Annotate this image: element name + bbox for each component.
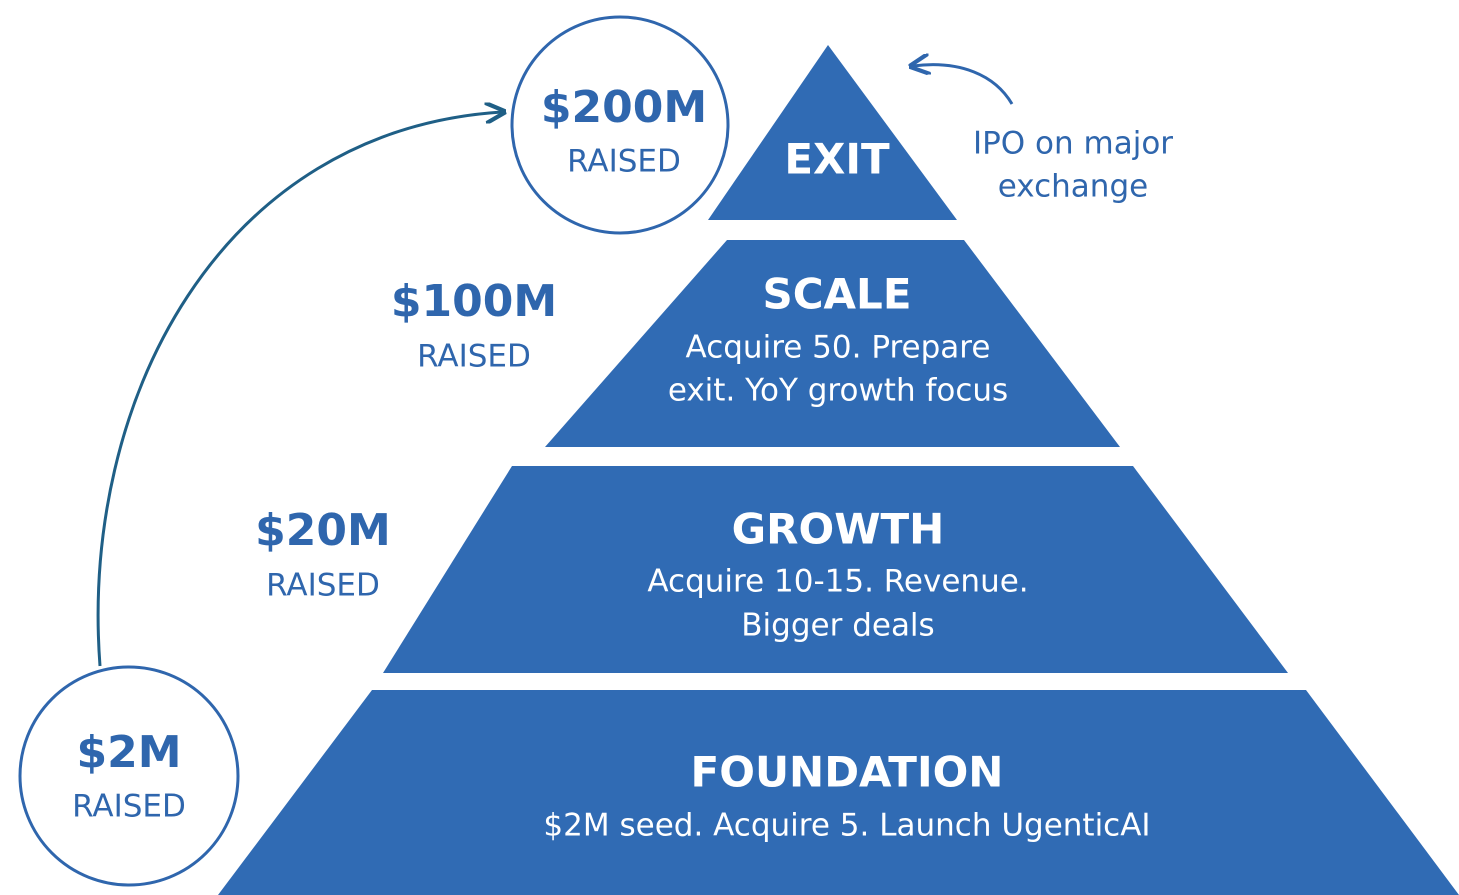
annotation: exchange <box>998 169 1148 205</box>
tier-text: $2M seed. Acquire 5. Launch UgenticAI <box>543 808 1150 844</box>
raised-label: RAISED <box>417 339 531 375</box>
growth-arrow <box>96 112 502 667</box>
raised-amount: $200M <box>541 82 707 133</box>
tier-foundation <box>218 690 1459 895</box>
tier-growth <box>383 466 1288 673</box>
tier-text: Acquire 50. Prepare <box>686 330 991 366</box>
ipo-arrow <box>913 65 1014 105</box>
annotation: IPO on major <box>973 126 1173 162</box>
tier-text: Bigger deals <box>741 608 934 644</box>
raised-label: RAISED <box>266 568 380 604</box>
tier-scale <box>545 240 1120 447</box>
tier-title: EXIT <box>784 135 890 184</box>
raised-circle <box>18 665 240 887</box>
tier-exit <box>708 45 957 220</box>
raised-amount: $100M <box>391 276 557 327</box>
tier-title: SCALE <box>762 270 911 319</box>
raised-amount: $20M <box>255 505 391 556</box>
tier-text: Acquire 10-15. Revenue. <box>647 564 1028 600</box>
raised-circle <box>510 15 730 235</box>
raised-amount: $2M <box>76 727 181 778</box>
tier-title: GROWTH <box>732 505 945 554</box>
tier-title: FOUNDATION <box>691 748 1004 797</box>
tier-text: exit. YoY growth focus <box>668 373 1008 409</box>
raised-label: RAISED <box>72 789 186 825</box>
raised-label: RAISED <box>567 144 681 180</box>
